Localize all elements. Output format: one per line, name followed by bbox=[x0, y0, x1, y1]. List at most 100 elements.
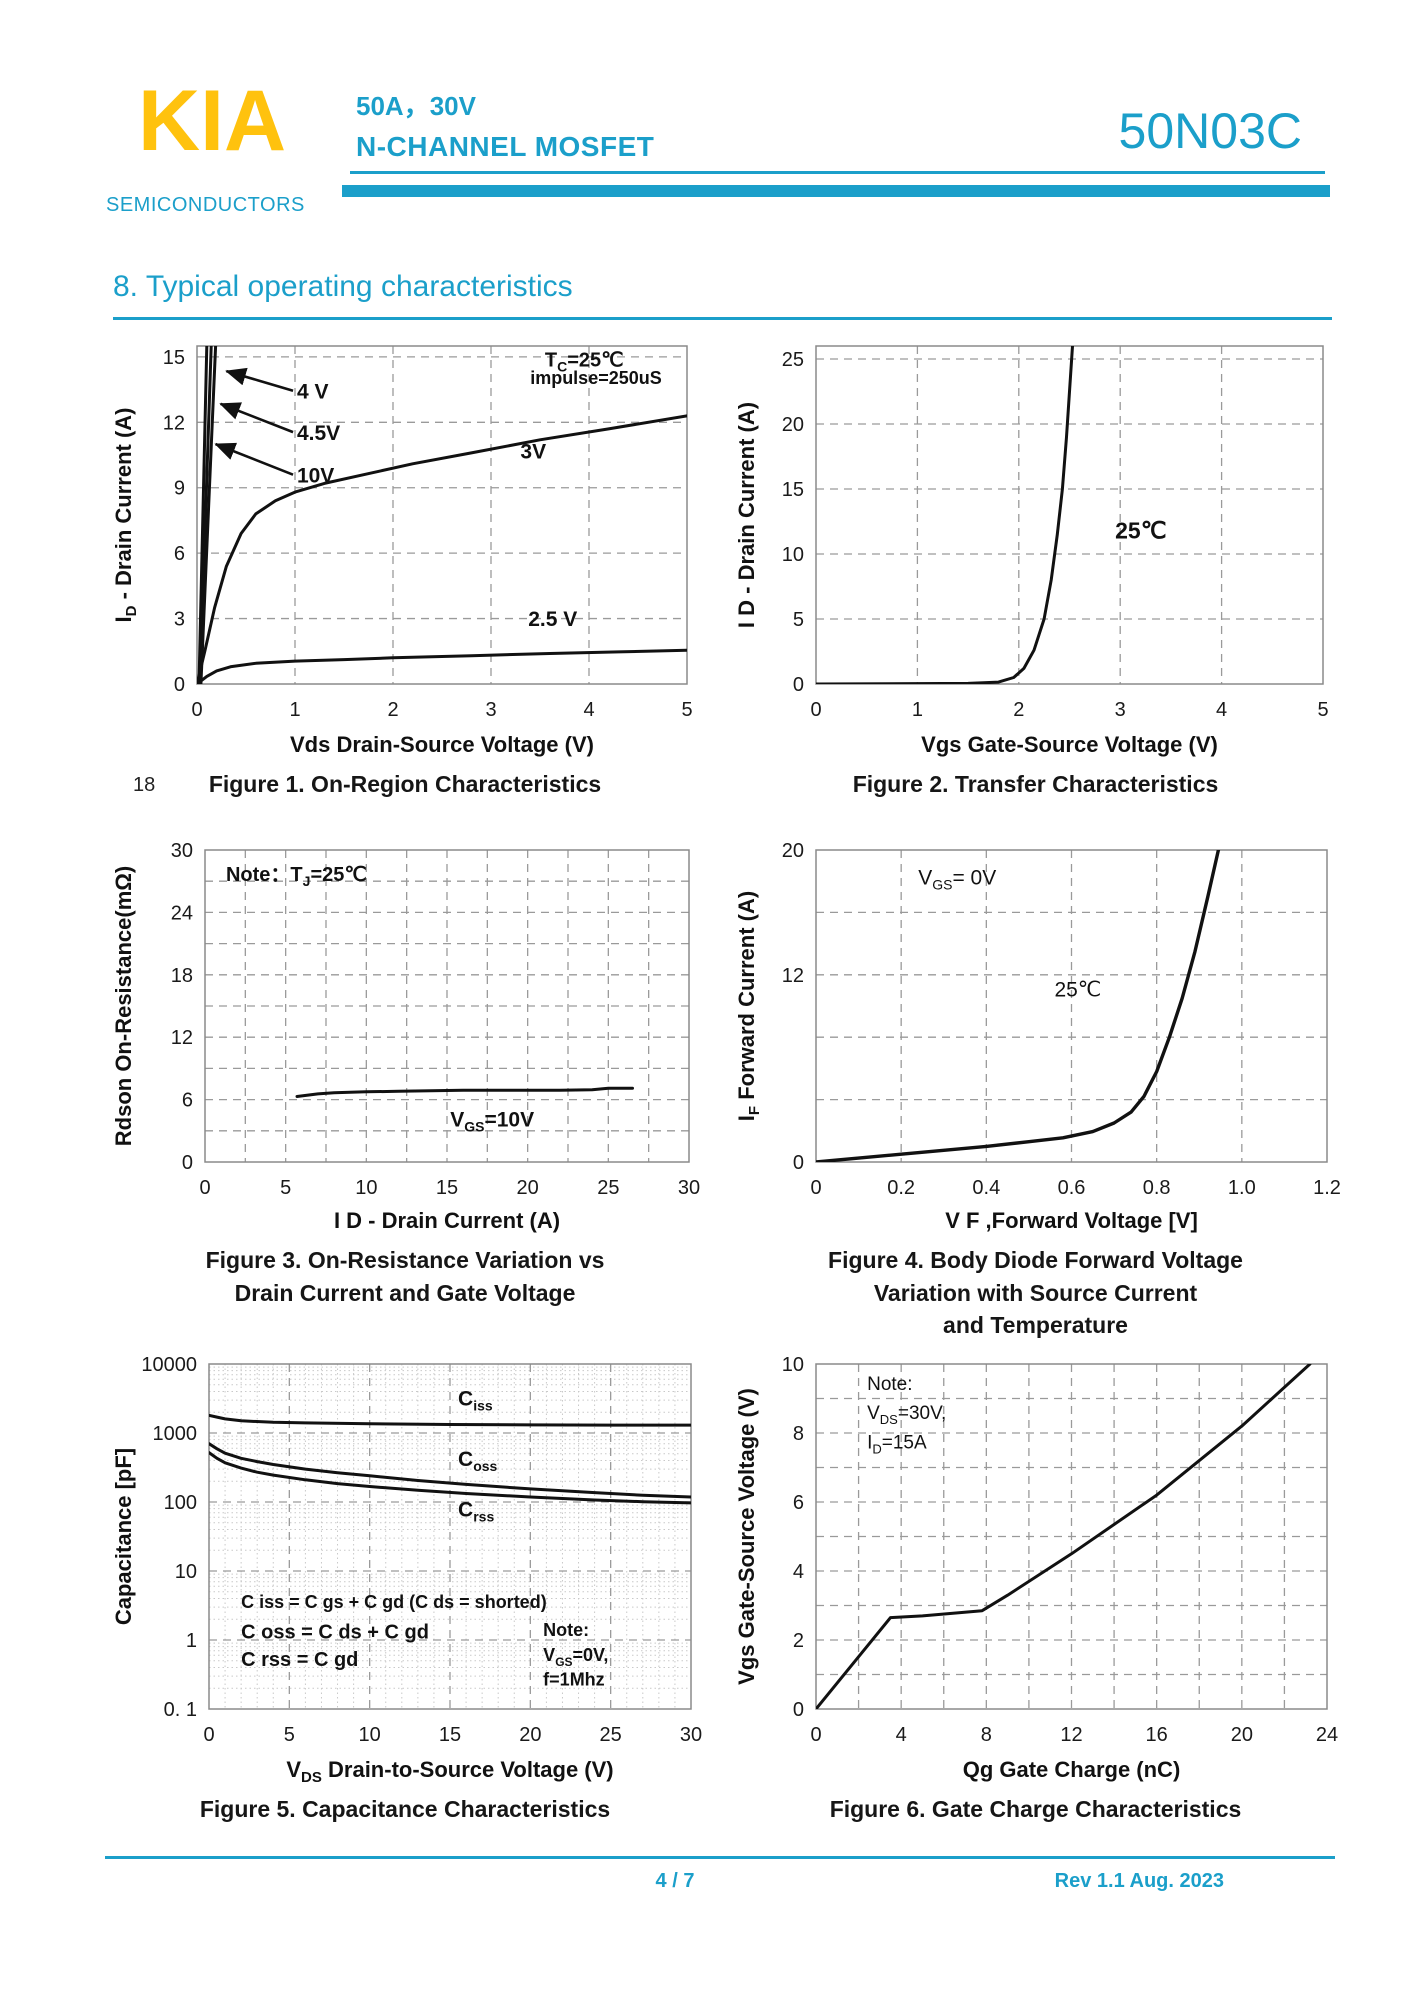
svg-text:Vgs Gate-Source Voltage (V): Vgs Gate-Source Voltage (V) bbox=[734, 1388, 759, 1685]
svg-text:10: 10 bbox=[782, 1354, 804, 1376]
device-rating: 50A，30V bbox=[356, 91, 476, 121]
figure-2-caption: Figure 2. Transfer Characteristics bbox=[728, 768, 1343, 801]
svg-text:15: 15 bbox=[436, 1177, 458, 1199]
figure-5-caption: Figure 5. Capacitance Characteristics bbox=[105, 1793, 705, 1826]
svg-text:25: 25 bbox=[600, 1724, 622, 1746]
svg-text:5: 5 bbox=[280, 1177, 291, 1199]
svg-text:5: 5 bbox=[1317, 699, 1328, 721]
svg-text:30: 30 bbox=[171, 840, 193, 862]
device-type: N-CHANNEL MOSFET bbox=[356, 131, 655, 162]
svg-text:1.0: 1.0 bbox=[1228, 1177, 1256, 1199]
svg-text:25℃: 25℃ bbox=[1115, 517, 1166, 543]
svg-text:4: 4 bbox=[583, 699, 594, 721]
svg-text:IF Forward Current (A): IF Forward Current (A) bbox=[734, 891, 763, 1121]
stray-number: 18 bbox=[133, 774, 156, 796]
svg-text:3V: 3V bbox=[520, 440, 546, 463]
svg-text:6: 6 bbox=[174, 543, 185, 565]
svg-text:6: 6 bbox=[182, 1090, 193, 1112]
svg-text:12: 12 bbox=[782, 965, 804, 987]
figure-3-chart: 0 5 10 15 20 25 30 0 6 12 18 24 30 Note：TJ=25℃ VGS=10V… bbox=[105, 838, 705, 1240]
svg-text:15: 15 bbox=[439, 1724, 461, 1746]
svg-text:Note：TJ=25℃: Note：TJ=25℃ bbox=[226, 864, 367, 889]
svg-text:24: 24 bbox=[1316, 1724, 1338, 1746]
svg-text:2: 2 bbox=[1013, 699, 1024, 721]
svg-text:f=1Mhz: f=1Mhz bbox=[543, 1669, 605, 1689]
caption-line: Figure 1. On-Region Characteristics bbox=[208, 771, 602, 797]
svg-text:TC=25℃: TC=25℃ bbox=[545, 350, 624, 375]
svg-text:20: 20 bbox=[782, 414, 804, 436]
svg-text:VGS=0V,: VGS=0V, bbox=[543, 1645, 608, 1669]
figure-3: 0 5 10 15 20 25 30 0 6 12 18 24 30 Note：TJ=25℃ VGS=10V… bbox=[105, 838, 705, 1309]
svg-text:16: 16 bbox=[1146, 1724, 1168, 1746]
svg-text:0: 0 bbox=[793, 674, 804, 696]
svg-text:12: 12 bbox=[163, 412, 185, 434]
caption-line: Drain Current and Gate Voltage bbox=[234, 1279, 576, 1306]
svg-text:I D - Drain Current (A): I D - Drain Current (A) bbox=[734, 402, 759, 628]
svg-text:12: 12 bbox=[1060, 1724, 1082, 1746]
svg-text:10: 10 bbox=[359, 1724, 381, 1746]
svg-text:ID - Drain Current (A): ID - Drain Current (A) bbox=[111, 408, 140, 623]
svg-text:I D - Drain Current (A): I D - Drain Current (A) bbox=[334, 1208, 560, 1233]
svg-text:0: 0 bbox=[174, 674, 185, 696]
svg-text:1: 1 bbox=[912, 699, 923, 721]
svg-text:impulse=250uS: impulse=250uS bbox=[530, 368, 662, 388]
svg-text:Note:: Note: bbox=[543, 1620, 589, 1640]
figure-2-chart: 0 1 2 3 4 5 0 5 10 15 20 25 25℃ Vgs Gate-Source Volta… bbox=[728, 332, 1343, 764]
caption-line: Figure 4. Body Diode Forward Voltage bbox=[828, 1247, 1243, 1273]
svg-text:0: 0 bbox=[203, 1724, 214, 1746]
svg-text:2: 2 bbox=[793, 1630, 804, 1652]
figure-4-caption: Figure 4. Body Diode Forward Voltage Var… bbox=[728, 1244, 1343, 1342]
svg-text:VGS= 0V: VGS= 0V bbox=[918, 866, 996, 892]
svg-text:100: 100 bbox=[164, 1492, 197, 1514]
svg-text:0: 0 bbox=[191, 699, 202, 721]
svg-text:Qg Gate Charge (nC): Qg Gate Charge (nC) bbox=[963, 1757, 1181, 1782]
svg-text:5: 5 bbox=[681, 699, 692, 721]
svg-text:6: 6 bbox=[793, 1492, 804, 1514]
svg-text:10V: 10V bbox=[297, 464, 334, 487]
svg-text:C iss = C gs + C gd (C ds = sh: C iss = C gs + C gd (C ds = shorted) bbox=[241, 1592, 547, 1612]
svg-text:0.4: 0.4 bbox=[972, 1177, 1000, 1199]
svg-text:VDS=30V,: VDS=30V, bbox=[867, 1403, 946, 1427]
caption-line: Figure 5. Capacitance Characteristics bbox=[199, 1796, 611, 1822]
logo-subtitle: SEMICONDUCTORS bbox=[106, 194, 305, 216]
svg-text:0.6: 0.6 bbox=[1058, 1177, 1086, 1199]
figure-6: 0 4 8 12 16 20 24 0 2 4 6 8 10 Note: VDS=30V, ID=15A Qg … bbox=[728, 1352, 1343, 1826]
footer-rule bbox=[105, 1856, 1335, 1859]
svg-text:Capacitance [pF]: Capacitance [pF] bbox=[111, 1448, 136, 1625]
svg-text:1: 1 bbox=[289, 699, 300, 721]
svg-text:C rss = C gd: C rss = C gd bbox=[241, 1649, 358, 1671]
svg-text:1000: 1000 bbox=[153, 1423, 198, 1445]
svg-text:4 V: 4 V bbox=[297, 380, 329, 403]
svg-text:VDS Drain-to-Source Voltage (: VDS Drain-to-Source Voltage (V) bbox=[286, 1757, 613, 1786]
svg-text:8: 8 bbox=[981, 1724, 992, 1746]
svg-text:20: 20 bbox=[519, 1724, 541, 1746]
figure-5-chart: 0 5 10 15 20 25 30 10000 1000 100 10 1 0. 1 Ciss Coss C… bbox=[105, 1352, 705, 1789]
svg-text:C oss = C ds + C gd: C oss = C ds + C gd bbox=[241, 1622, 429, 1644]
svg-text:20: 20 bbox=[517, 1177, 539, 1199]
svg-text:25: 25 bbox=[782, 349, 804, 371]
svg-text:30: 30 bbox=[680, 1724, 702, 1746]
figure-2: 0 1 2 3 4 5 0 5 10 15 20 25 25℃ Vgs Gate-Source Volta… bbox=[728, 332, 1343, 801]
svg-text:1: 1 bbox=[186, 1630, 197, 1652]
svg-text:25℃: 25℃ bbox=[1054, 979, 1101, 1002]
svg-text:20: 20 bbox=[782, 840, 804, 862]
svg-text:ID=15A: ID=15A bbox=[867, 1433, 927, 1457]
figure-1: 0 1 2 3 4 5 0 3 6 9 12 15 TC=25℃ impulse=250uS 4 V 4.5V… bbox=[105, 332, 705, 801]
svg-text:Crss: Crss bbox=[458, 1498, 494, 1524]
svg-text:3: 3 bbox=[1115, 699, 1126, 721]
svg-text:4: 4 bbox=[1216, 699, 1227, 721]
svg-text:VGS=10V: VGS=10V bbox=[450, 1109, 534, 1135]
svg-text:9: 9 bbox=[174, 478, 185, 500]
svg-text:10000: 10000 bbox=[141, 1354, 197, 1376]
header-device-info: 50A，30V N-CHANNEL MOSFET bbox=[356, 86, 654, 163]
svg-text:0: 0 bbox=[810, 1724, 821, 1746]
svg-text:0.8: 0.8 bbox=[1143, 1177, 1171, 1199]
svg-text:20: 20 bbox=[1231, 1724, 1253, 1746]
figure-6-chart: 0 4 8 12 16 20 240246810Note:VDS=30V,ID=15AQg … bbox=[728, 1352, 1343, 1789]
svg-text:0: 0 bbox=[182, 1152, 193, 1174]
svg-text:4.5V: 4.5V bbox=[297, 422, 340, 445]
figure-6-caption: Figure 6. Gate Charge Characteristics bbox=[728, 1793, 1343, 1826]
svg-text:Ciss: Ciss bbox=[458, 1388, 493, 1414]
